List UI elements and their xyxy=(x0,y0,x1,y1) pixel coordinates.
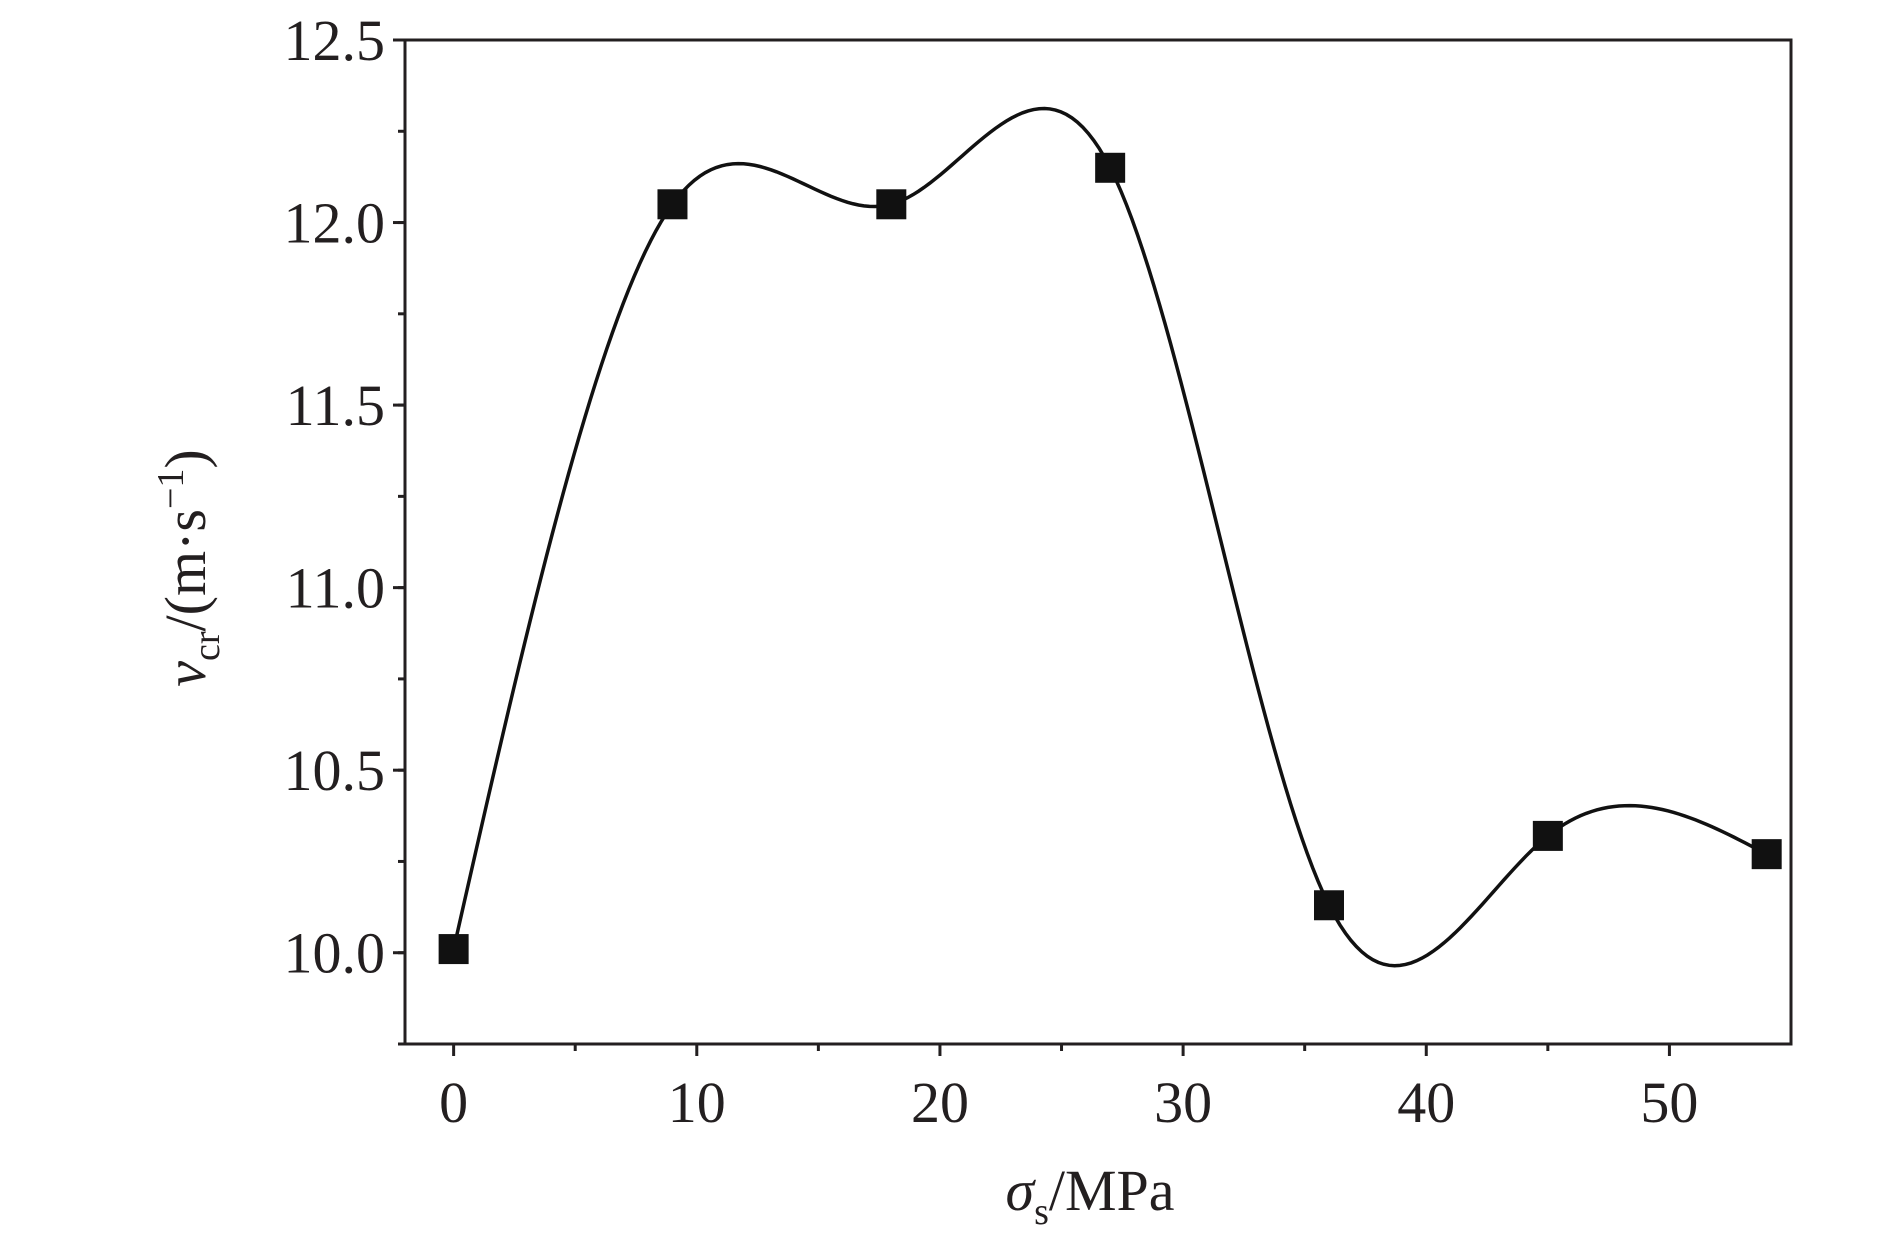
data-point xyxy=(1095,152,1126,183)
x-tick-label: 50 xyxy=(1640,1070,1698,1135)
y-tick-label: 11.0 xyxy=(286,556,385,621)
y-tick-label: 11.5 xyxy=(286,373,385,438)
y-tick-label: 12.0 xyxy=(284,191,386,256)
data-point xyxy=(1751,839,1782,870)
x-tick-label: 0 xyxy=(439,1070,468,1135)
y-axis-unit-close: ) xyxy=(153,449,218,468)
x-axis-ticks: 0 10 20 30 40 50 xyxy=(439,1044,1698,1135)
series-line xyxy=(451,106,1768,968)
y-tick-label: 10.0 xyxy=(284,921,386,986)
y-axis-symbol: v xyxy=(153,661,218,687)
y-axis-title: vcr/(m·s−1) xyxy=(150,449,228,686)
x-tick-label: 30 xyxy=(1154,1070,1212,1135)
data-point xyxy=(876,189,907,220)
y-axis-unit-open: /(m·s xyxy=(153,509,218,631)
data-point xyxy=(438,934,469,965)
y-tick-label: 12.5 xyxy=(284,8,386,73)
x-axis-title: σs/MPa xyxy=(1005,1158,1174,1233)
x-tick-label: 40 xyxy=(1397,1070,1455,1135)
y-axis-unit-exponent: −1 xyxy=(150,469,192,509)
data-point xyxy=(1314,890,1344,921)
y-axis-ticks: 10.0 10.5 11.0 11.5 12.0 12.5 xyxy=(284,8,405,1046)
data-point xyxy=(657,189,688,220)
x-tick-label: 10 xyxy=(668,1070,726,1135)
y-tick-label: 10.5 xyxy=(284,738,386,803)
y-axis-subscript: cr xyxy=(186,631,228,661)
x-axis-subscript: s xyxy=(1034,1191,1049,1233)
x-axis-unit: /MPa xyxy=(1049,1158,1175,1223)
x-axis-symbol: σ xyxy=(1005,1158,1036,1223)
data-point xyxy=(1532,820,1563,851)
plot-frame xyxy=(403,38,1793,1046)
x-tick-label: 20 xyxy=(911,1070,969,1135)
plot-area xyxy=(403,38,1793,1046)
series-layer xyxy=(438,106,1782,968)
